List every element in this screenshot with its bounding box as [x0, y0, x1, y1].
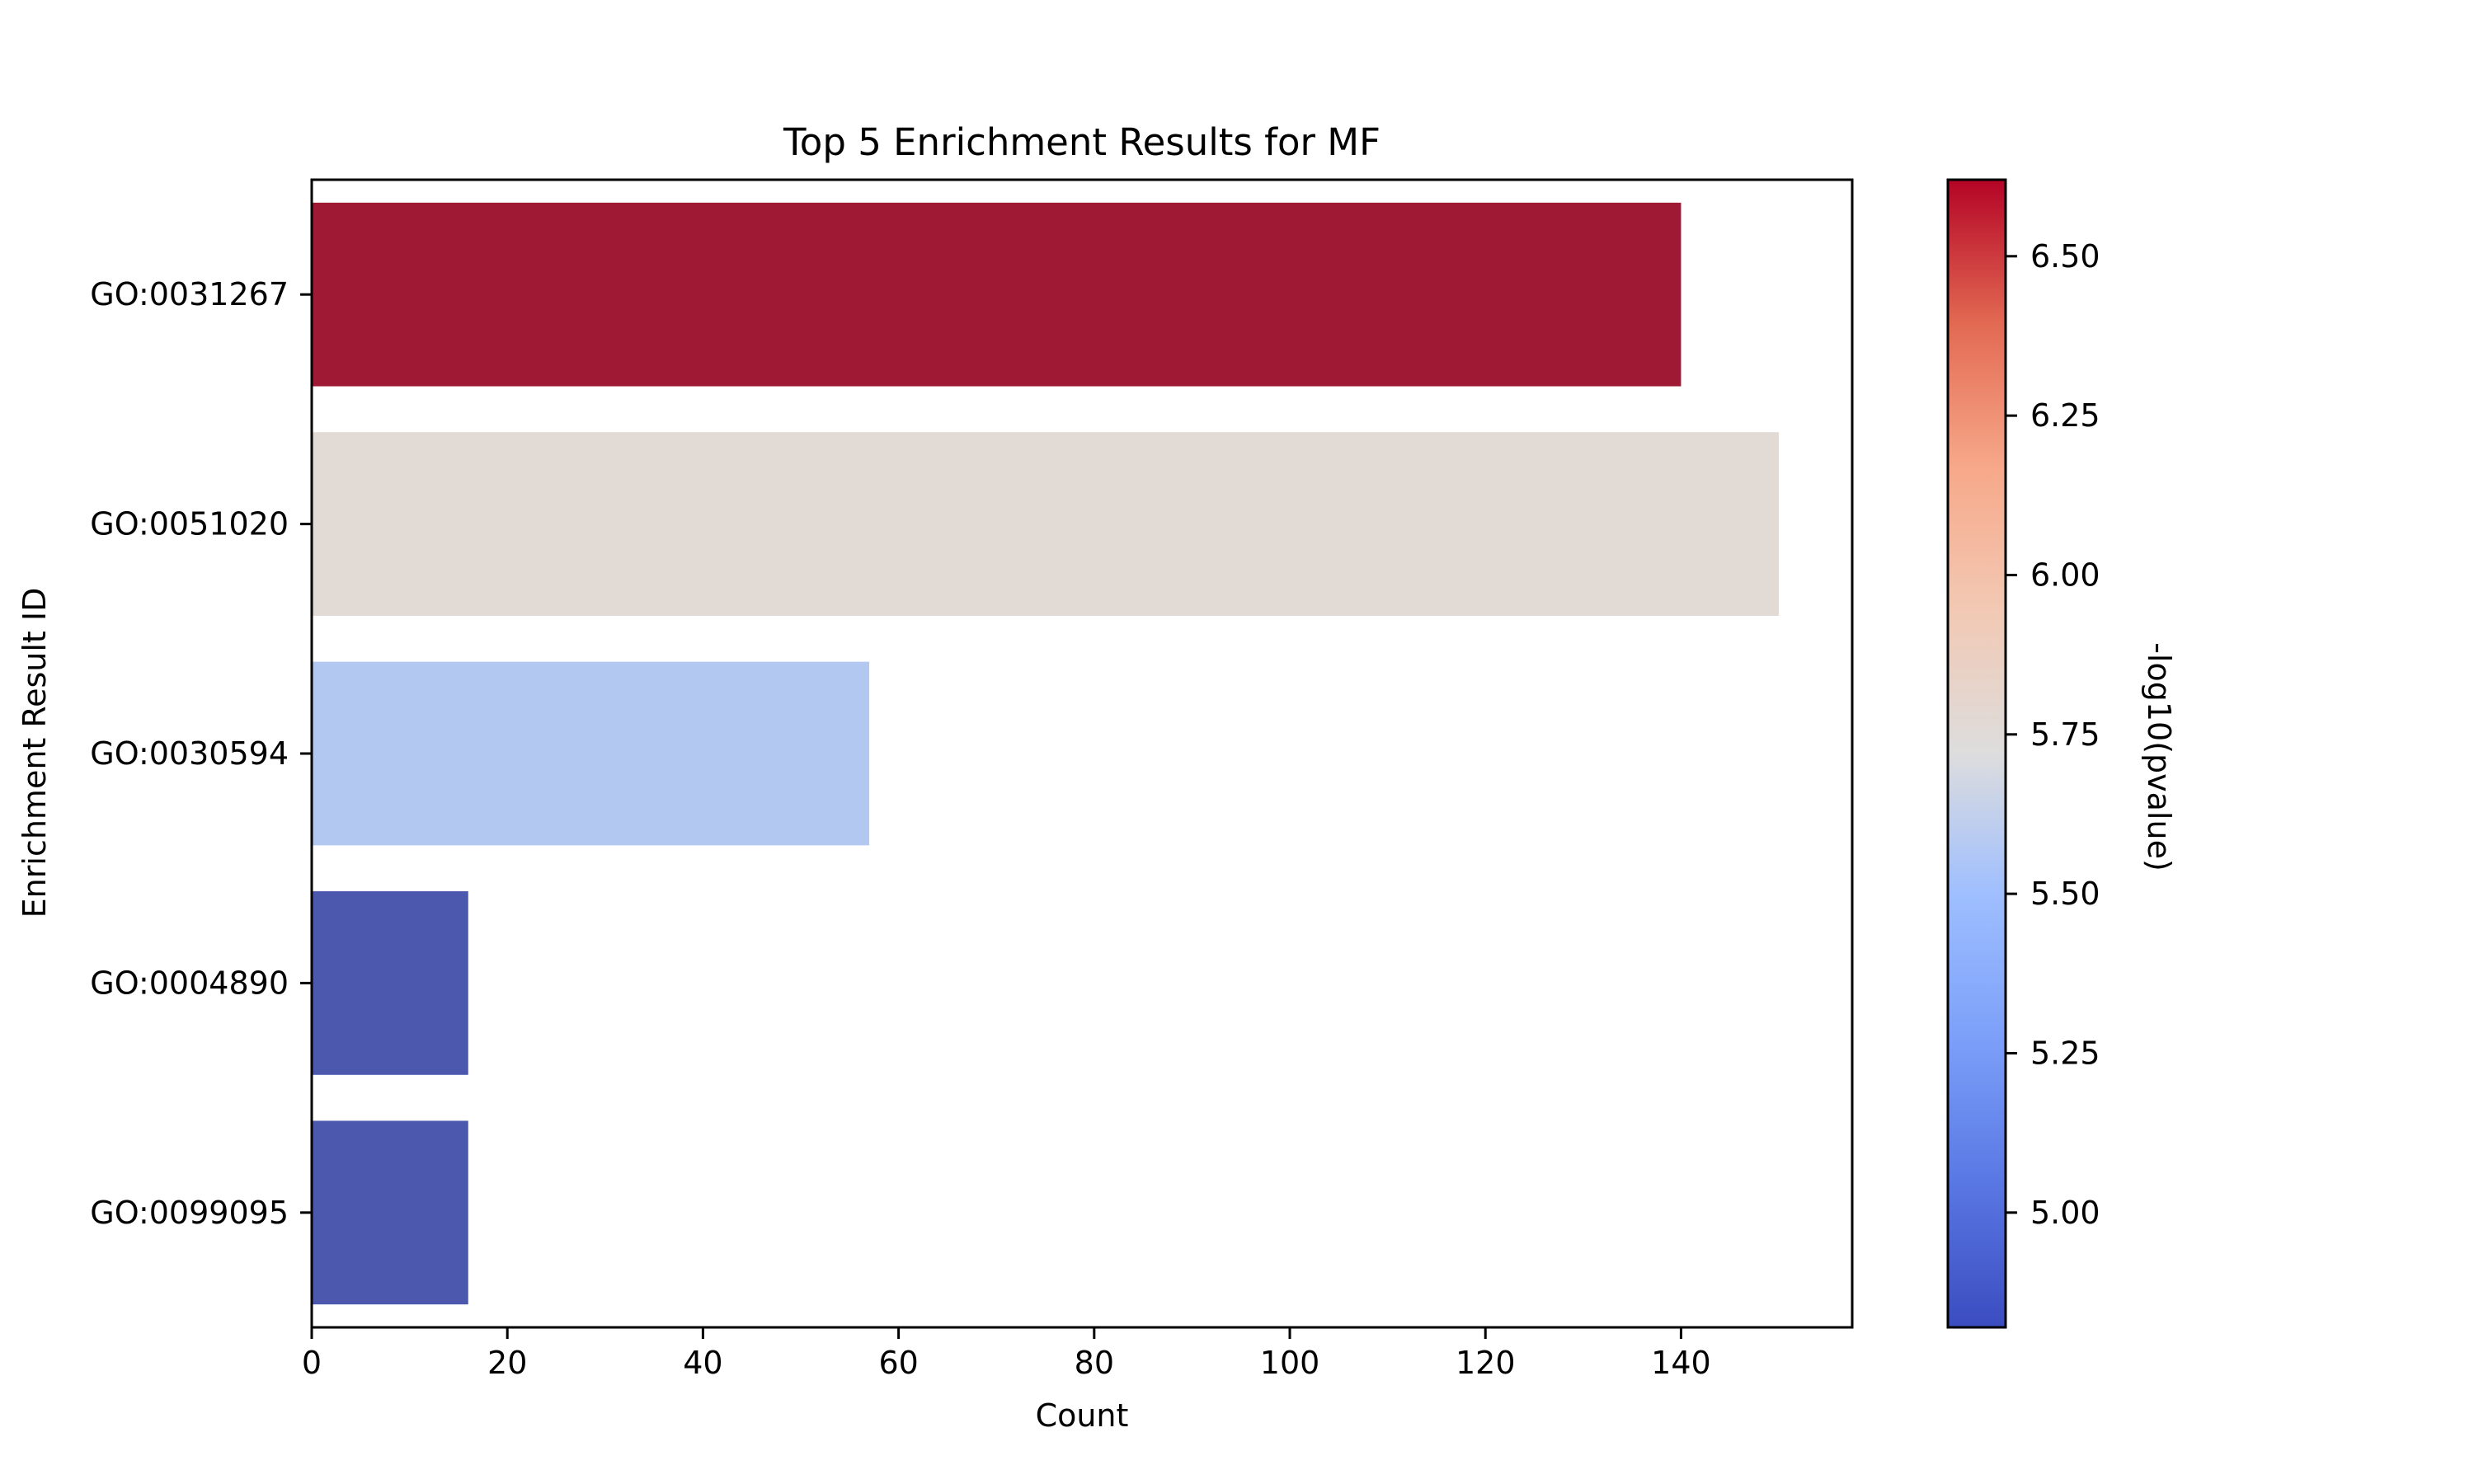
bar-go0051020	[312, 432, 1780, 616]
y-tick-label: GO:0051020	[90, 506, 289, 542]
colorbar-tick-label: 6.00	[2030, 556, 2100, 593]
x-axis-label: Count	[1036, 1397, 1129, 1434]
bar-go0030594	[312, 661, 870, 846]
colorbar-ticks: 5.00 5.25 5.50 5.75 6.00 6.25 6.50	[2006, 238, 2100, 1231]
colorbar-tick-label: 5.75	[2030, 716, 2100, 753]
colorbar-tick-label: 5.25	[2030, 1035, 2100, 1071]
x-tick-label: 100	[1260, 1345, 1320, 1381]
colorbar-tick-label: 5.50	[2030, 876, 2100, 912]
colorbar-label: -log10(pvalue)	[2141, 642, 2177, 871]
colorbar-tick-label: 6.50	[2030, 238, 2100, 275]
x-axis: 0 20 40 60 80 100 120 140	[302, 1327, 1711, 1381]
y-axis: GO:0031267 GO:0051020 GO:0030594 GO:0004890…	[90, 276, 312, 1231]
y-tick-label: GO:0099095	[90, 1195, 289, 1231]
x-tick-label: 0	[302, 1345, 322, 1381]
x-tick-label: 40	[683, 1345, 722, 1381]
x-tick-label: 20	[487, 1345, 527, 1381]
x-tick-label: 60	[878, 1345, 918, 1381]
colorbar-gradient	[1946, 178, 2007, 1329]
x-tick-label: 120	[1456, 1345, 1516, 1381]
bar-go0031267	[312, 202, 1681, 387]
y-tick-label: GO:0031267	[90, 276, 289, 312]
y-tick-label: GO:0004890	[90, 965, 289, 1001]
y-tick-label: GO:0030594	[90, 735, 289, 772]
colorbar-tick-label: 5.00	[2030, 1195, 2100, 1231]
y-axis-label: Enrichment Result ID	[16, 588, 53, 918]
bars-layer	[312, 202, 1780, 1305]
bar-go0004890	[312, 891, 468, 1075]
colorbar-tick-label: 6.25	[2030, 397, 2100, 434]
bar-go0099095	[312, 1120, 468, 1305]
x-tick-label: 80	[1075, 1345, 1114, 1381]
x-tick-label: 140	[1651, 1345, 1711, 1381]
chart-title: Top 5 Enrichment Results for MF	[783, 120, 1380, 164]
plot-frame	[310, 178, 1854, 1329]
